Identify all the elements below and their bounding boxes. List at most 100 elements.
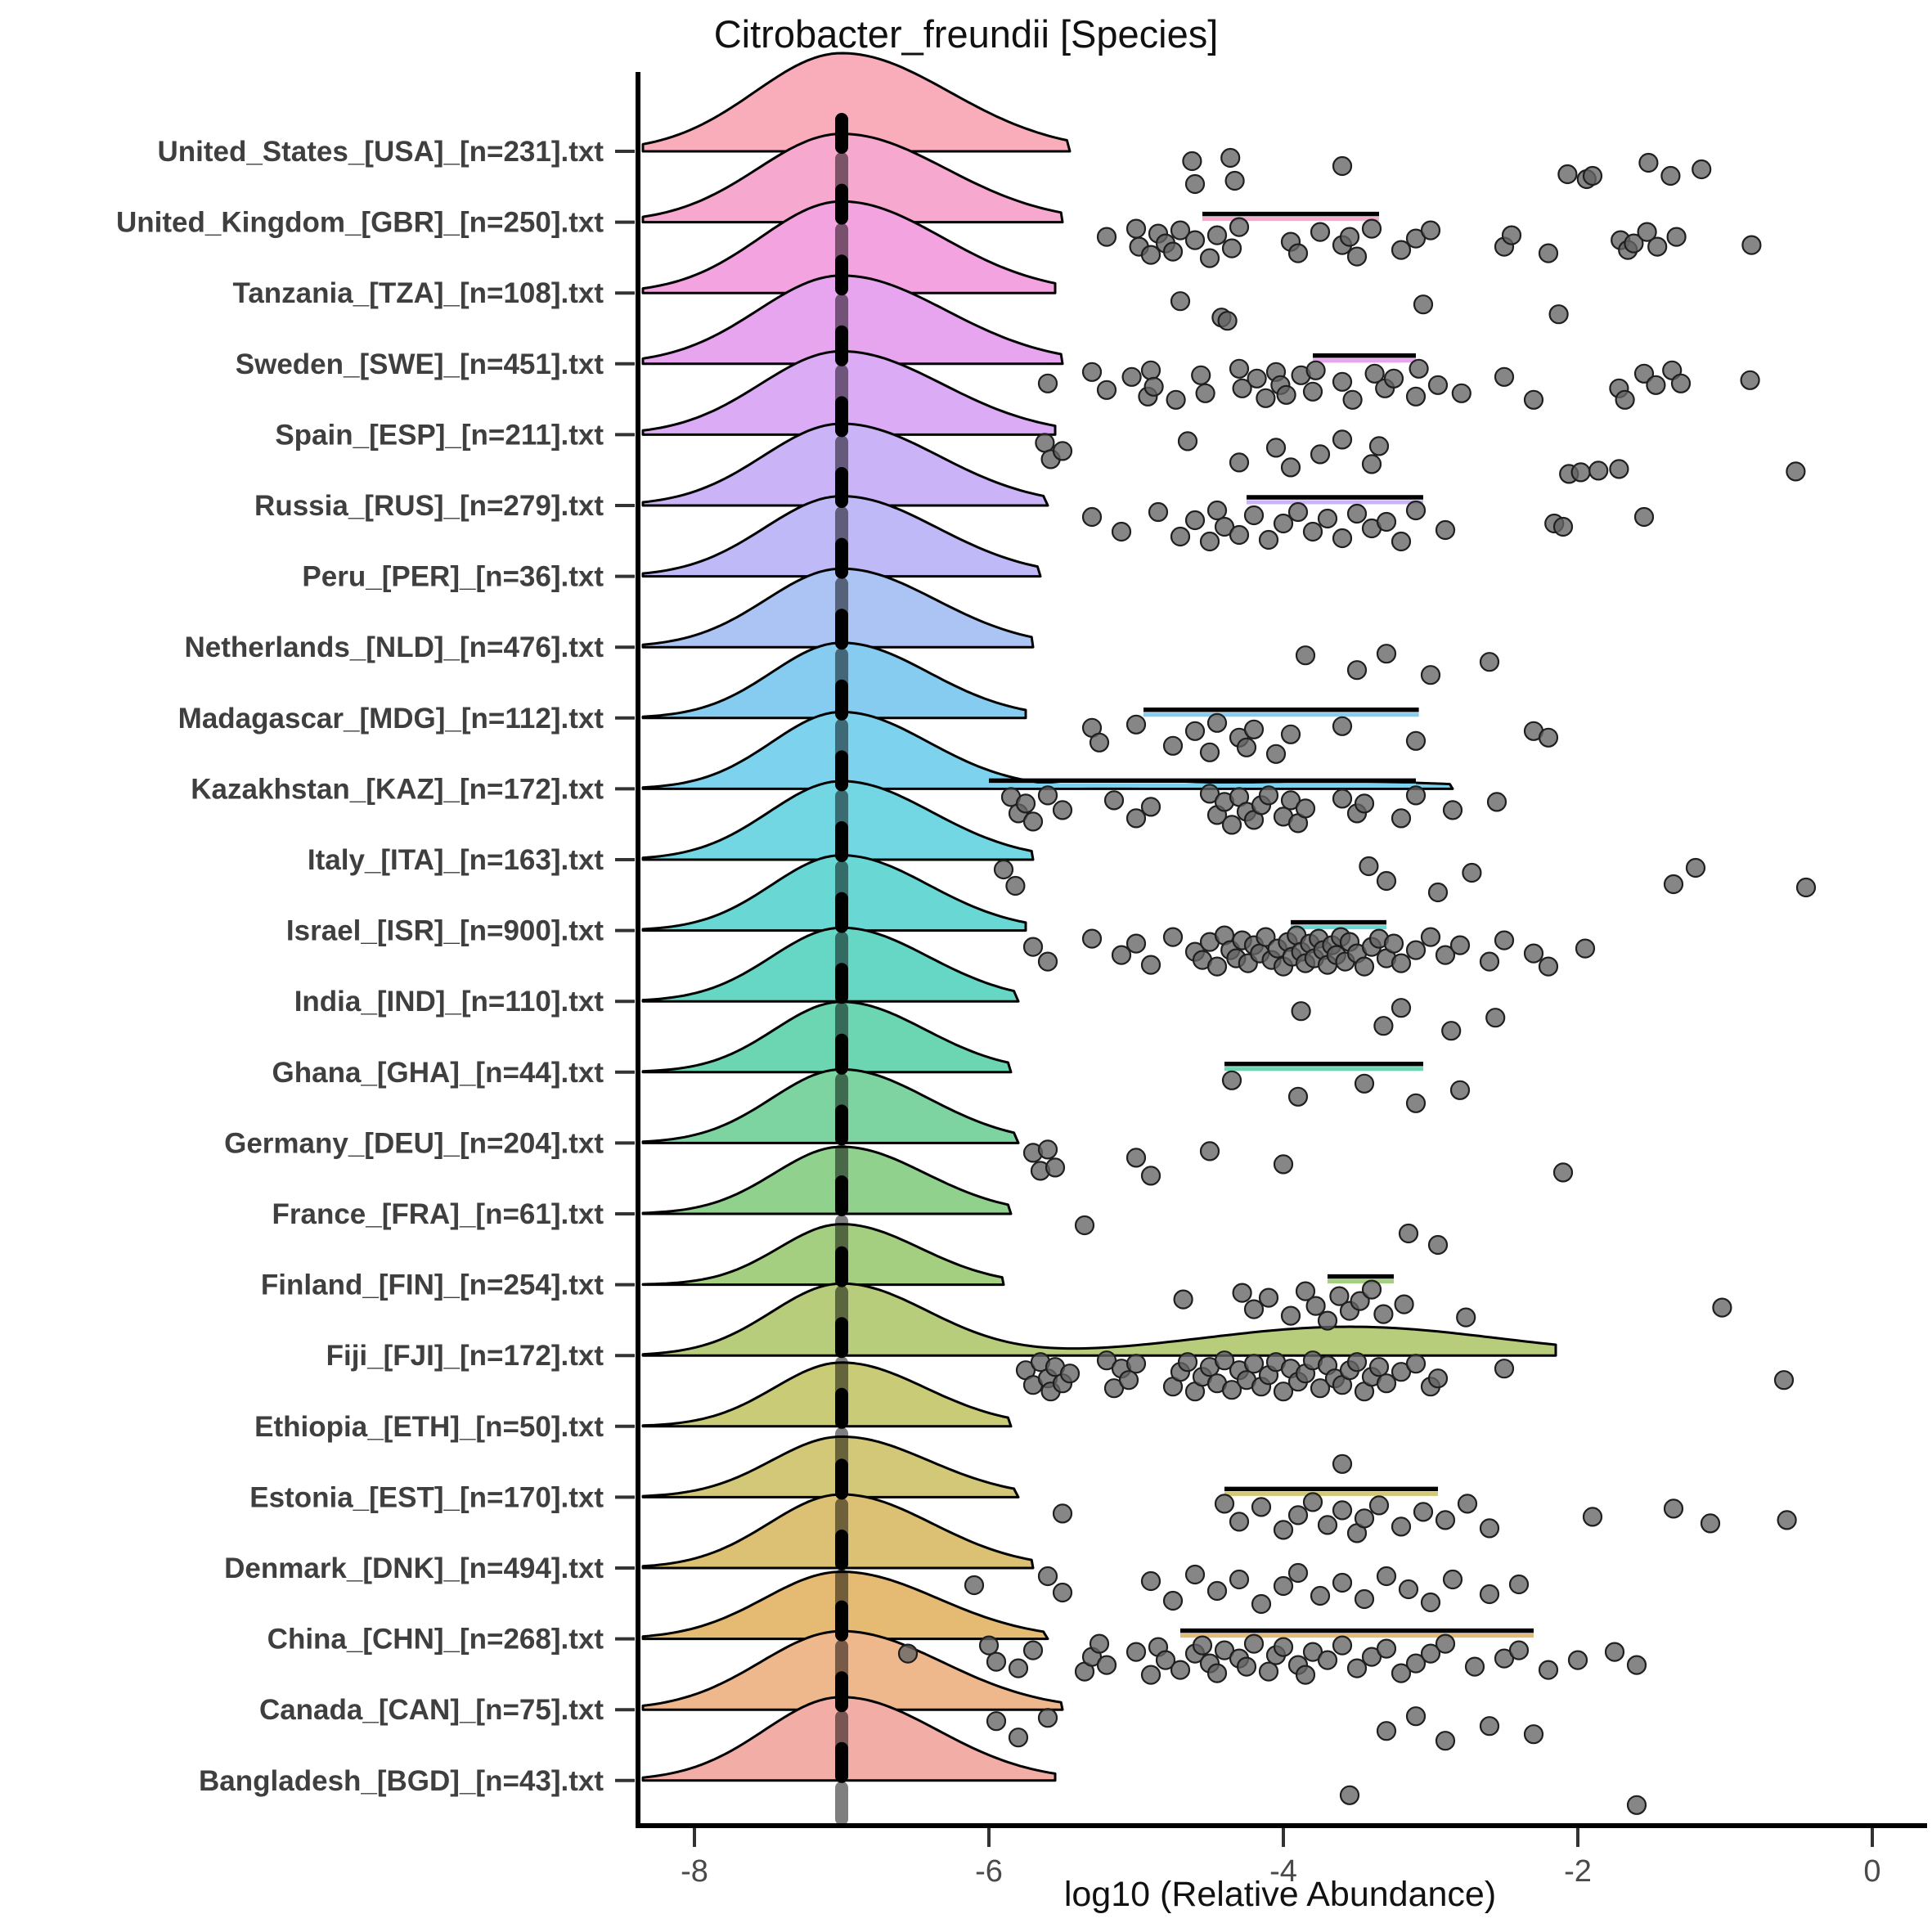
data-point [1273,1382,1294,1402]
data-point [1523,389,1544,410]
data-point [1199,1141,1220,1161]
data-point [1354,956,1375,977]
data-point [1126,218,1147,239]
data-point [1398,1579,1419,1600]
data-point [1008,1728,1029,1748]
data-point [1777,1510,1797,1530]
y-axis-label: Fiji_[FJI]_[n=172].txt [326,1340,604,1372]
density-ridge-20 [641,1435,1020,1498]
data-point [1647,236,1668,257]
data-point [1368,1357,1390,1377]
data-point [1232,378,1252,398]
data-point [1170,220,1191,240]
data-point [1287,501,1309,523]
density-ridge-2 [641,133,1064,224]
data-point [1166,389,1186,410]
data-point [1570,462,1591,483]
data-point [1451,383,1471,403]
median-bar-top [835,1671,848,1713]
data-point [1582,1507,1603,1527]
data-point [1332,155,1353,177]
data-point [1258,529,1279,550]
data-point [1265,744,1287,764]
data-point [1427,1234,1449,1256]
data-point [1552,1162,1574,1183]
data-point [1567,1650,1588,1670]
data-point [1229,524,1250,546]
data-point [1280,724,1301,744]
data-point [1305,360,1326,380]
data-point [1332,1572,1353,1593]
data-point [1332,1635,1353,1656]
data-point [1096,227,1117,247]
data-point [1786,461,1806,482]
data-point [1633,363,1655,384]
data-point [1008,1658,1029,1678]
data-point [1361,218,1382,239]
x-tick-label: -6 [975,1854,1003,1889]
data-point [1206,1663,1228,1683]
data-point [1332,429,1353,450]
data-point [1214,516,1235,537]
data-point [1140,1665,1161,1685]
data-point [1173,1289,1193,1310]
data-point [1037,1139,1058,1160]
data-point [1420,665,1441,685]
density-ridge-13 [641,926,1020,1003]
data-point [1332,1453,1353,1474]
data-point [1140,955,1161,975]
data-point [1373,1304,1394,1324]
data-point [1660,165,1681,186]
median-bar-top [835,1530,848,1570]
y-axis-label: Estonia_[EST]_[n=170].txt [249,1481,604,1513]
data-point [1346,1352,1368,1373]
median-bar-top [835,1033,848,1075]
data-point [1310,1378,1331,1399]
data-point [1037,373,1058,393]
data-point [1280,457,1301,478]
y-axis-label: Russia_[RUS]_[n=279].txt [254,490,604,522]
data-point [1199,531,1220,552]
data-point [1479,1584,1500,1605]
data-point [1391,531,1412,552]
data-point [1310,222,1331,242]
data-point [1052,1582,1073,1603]
data-point [1229,1512,1250,1532]
data-point [1354,1073,1375,1094]
data-point [1140,245,1161,265]
data-point [1243,505,1265,526]
data-point [1037,785,1058,806]
data-point [1045,1157,1066,1178]
data-point [1663,874,1684,895]
density-ridge-19 [641,1361,1013,1428]
data-point [1273,1154,1294,1175]
y-axis-label: Kazakhstan_[KAZ]_[n=172].txt [191,773,604,805]
median-bar-top [835,1175,848,1216]
data-point [1685,857,1706,878]
data-point [1391,240,1412,260]
data-point [1140,1570,1161,1592]
data-point [1199,248,1220,268]
data-point [1206,225,1228,245]
data-point [1420,1643,1441,1664]
data-point [1287,1505,1309,1525]
data-point [1626,1655,1647,1675]
data-point [1582,165,1603,186]
data-point [993,859,1014,880]
data-point [1435,945,1456,965]
data-point [1624,233,1644,254]
data-point [1361,1647,1382,1667]
data-point [1177,431,1198,452]
data-point [1420,220,1441,240]
density-ridge-1 [641,52,1072,153]
data-point [1081,362,1103,382]
data-point [1494,366,1515,387]
median-bar-top [835,254,848,296]
data-point [1258,1287,1279,1308]
data-point [1712,1297,1732,1318]
data-point [1126,1354,1147,1374]
data-point [1236,737,1257,757]
data-point [1538,727,1559,748]
data-point [1302,1492,1323,1512]
data-point [1317,508,1338,529]
